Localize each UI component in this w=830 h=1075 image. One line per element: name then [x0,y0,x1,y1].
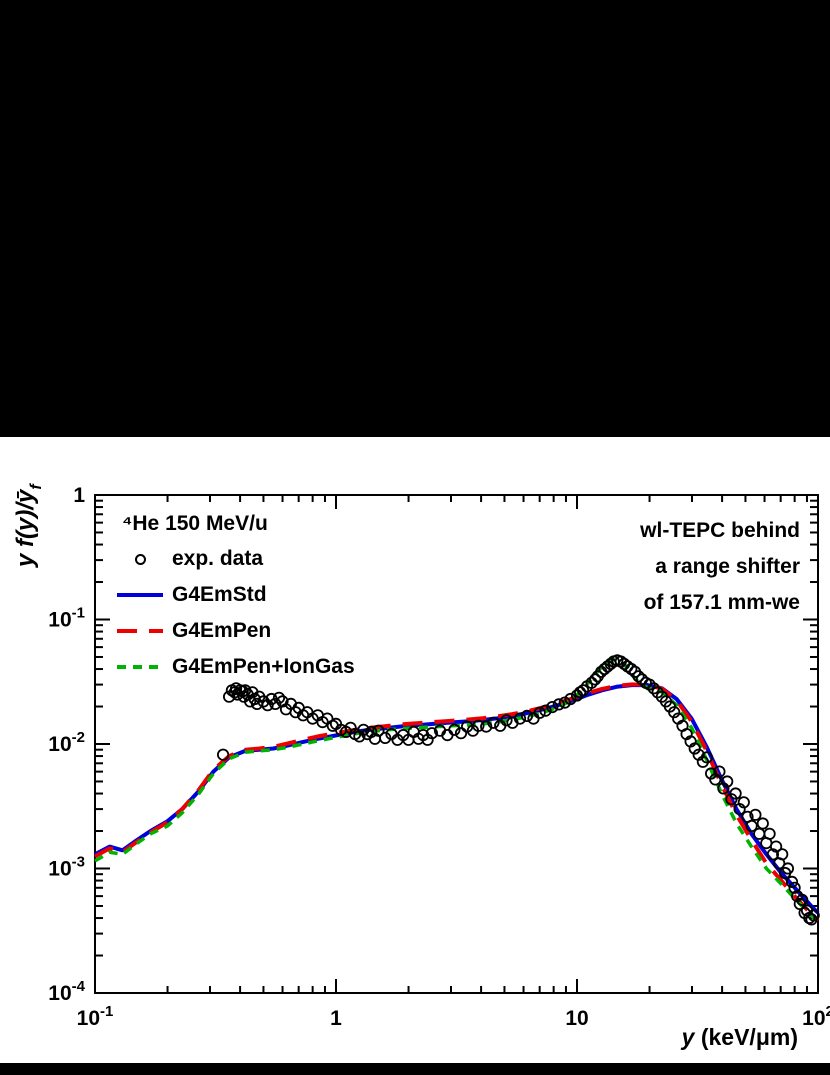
svg-text:10-1: 10-1 [48,605,85,632]
legend-title: ⁴He 150 MeV/u [122,512,268,535]
svg-text:10-3: 10-3 [48,854,85,881]
legend-item-exp-data: exp. data [112,541,355,577]
legend-label-exp-data: exp. data [172,547,264,570]
legend-label-g4empen: G4EmPen [172,619,272,642]
legend-label-g4emstd: G4EmStd [172,583,267,606]
legend-item-g4emstd: G4EmStd [112,577,355,613]
svg-text:10-4: 10-4 [48,978,85,1005]
plot-panel: 10-1 1 10 102 1 10-1 10-2 10-3 10-4 y (keV/μm) y f… [0,437,830,1063]
annotation-right: wl-TEPC behind a range shifter of 157.1 … [640,513,800,621]
annotation-line-2: a range shifter [655,555,800,578]
legend-item-g4empen-iongas: G4EmPen+IonGas [112,649,355,685]
g4empen-line-icon [112,625,168,637]
svg-text:y (keV/μm): y (keV/μm) [681,1024,798,1050]
svg-text:10: 10 [565,1007,588,1030]
svg-text:1: 1 [73,484,85,507]
annotation-line-3: of 157.1 mm-we [643,591,800,614]
svg-text:1: 1 [330,1007,342,1030]
svg-text:102: 102 [802,1003,830,1030]
legend: ⁴He 150 MeV/u exp. data G4EmStd G4EmPen [112,507,355,685]
svg-text:10-2: 10-2 [48,729,85,756]
exp-data-marker-icon [112,553,168,565]
chart-canvas: 10-1 1 10 102 1 10-1 10-2 10-3 10-4 y (keV/μm) y f… [12,483,830,1050]
annotation-line-1: wl-TEPC behind [640,519,800,542]
legend-item-g4empen: G4EmPen [112,613,355,649]
g4empen-iongas-line-icon [112,661,168,673]
legend-label-g4empen-iongas: G4EmPen+IonGas [172,655,355,678]
svg-text:10-1: 10-1 [77,1003,114,1030]
g4emstd-line-icon [112,589,168,601]
svg-text:y f(y)/ȳf: y f(y)/ȳf [12,483,45,568]
